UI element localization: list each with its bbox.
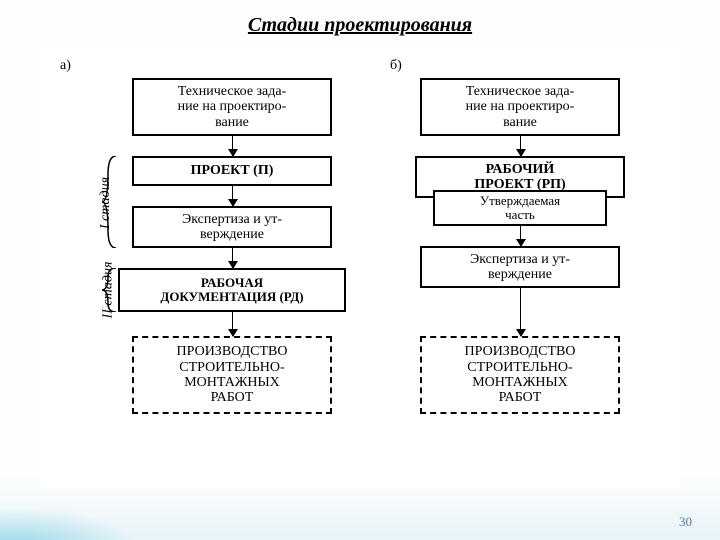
box-text: РАБОЧАЯДОКУМЕНТАЦИЯ (РД)	[160, 276, 303, 305]
box-text: Техническое зада-ние на проектиро-вание	[466, 84, 575, 130]
flow-box-b3: Экспертиза и ут-верждение	[420, 246, 620, 288]
flow-box-a4: РАБОЧАЯДОКУМЕНТАЦИЯ (РД)	[118, 268, 346, 312]
stage-label: I стадия	[98, 177, 114, 229]
box-text: ПРОИЗВОДСТВОСТРОИТЕЛЬНО-МОНТАЖНЫХРАБОТ	[465, 344, 576, 406]
slide-number: 30	[679, 514, 692, 530]
diagram-area: a) Техническое зада-ние на проектиро-вани…	[40, 48, 680, 488]
flow-arrow	[232, 312, 233, 336]
box-text: Экспертиза и ут-верждение	[182, 212, 282, 243]
box-text: Экспертиза и ут-верждение	[470, 252, 570, 283]
box-text: ПРОЕКТ (П)	[191, 163, 274, 178]
flow-box-b4: ПРОИЗВОДСТВОСТРОИТЕЛЬНО-МОНТАЖНЫХРАБОТ	[420, 336, 620, 414]
flow-box-a3: Экспертиза и ут-верждение	[132, 206, 332, 248]
flow-box-a1: Техническое зада-ние на проектиро-вание	[132, 78, 332, 136]
box-text: Утверждаемаячасть	[480, 194, 560, 223]
column-label: a)	[60, 58, 71, 74]
flow-arrow	[520, 226, 521, 246]
stage-label: II стадия	[100, 262, 116, 319]
flow-arrow	[232, 248, 233, 268]
flow-arrow	[232, 136, 233, 156]
flow-box-b2sub: Утверждаемаячасть	[433, 190, 607, 226]
flow-arrow	[520, 136, 521, 156]
slide-title: Стадии проектирования	[0, 14, 720, 37]
flow-box-a2: ПРОЕКТ (П)	[132, 156, 332, 186]
flow-box-b1: Техническое зада-ние на проектиро-вание	[420, 78, 620, 136]
flow-arrow	[232, 186, 233, 206]
box-text: ПРОИЗВОДСТВОСТРОИТЕЛЬНО-МОНТАЖНЫХРАБОТ	[177, 344, 288, 406]
box-text: Техническое зада-ние на проектиро-вание	[178, 84, 287, 130]
flow-box-a5: ПРОИЗВОДСТВОСТРОИТЕЛЬНО-МОНТАЖНЫХРАБОТ	[132, 336, 332, 414]
flow-arrow	[520, 288, 521, 336]
slide-accent	[0, 500, 160, 540]
box-text: РАБОЧИЙПРОЕКТ (РП)	[474, 162, 565, 193]
column-label: б)	[390, 58, 402, 74]
